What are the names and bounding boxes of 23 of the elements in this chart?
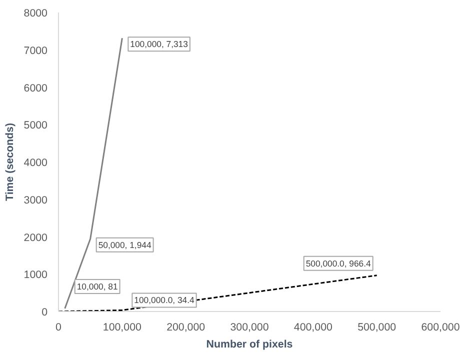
annotation: 10,000, 81 [76, 281, 118, 292]
y-tick-label: 5000 [24, 120, 48, 132]
x-tick-label: 500,000 [358, 322, 396, 334]
y-tick-label: 7000 [24, 44, 48, 57]
x-tick-label: 0 [56, 322, 62, 334]
annotation: 100,000.0, 34.4 [134, 295, 195, 306]
y-tick-label: 1000 [24, 269, 48, 282]
y-tick-label: 0 [42, 306, 48, 318]
y-tick-label: 6000 [24, 82, 48, 94]
annotation: 500,000.0, 966.4 [306, 258, 372, 268]
x-tick-label: 200,000 [166, 322, 206, 334]
annotation: 100,000, 7,313 [130, 39, 188, 50]
y-tick-label: 4000 [24, 157, 48, 169]
y-axis-title: Time (seconds) [4, 122, 16, 201]
y-tick-label: 3000 [24, 194, 48, 206]
x-tick-label: 300,000 [230, 322, 269, 334]
y-tick-label: 2000 [24, 232, 48, 244]
x-axis-title: Number of pixels [206, 338, 293, 350]
annotation: 50,000, 1,944 [98, 240, 152, 250]
x-tick-label: 100,000 [102, 322, 142, 334]
x-tick-label: 400,000 [294, 322, 332, 334]
y-tick-label: 8000 [24, 8, 48, 20]
x-tick-label: 600,000 [421, 322, 460, 334]
